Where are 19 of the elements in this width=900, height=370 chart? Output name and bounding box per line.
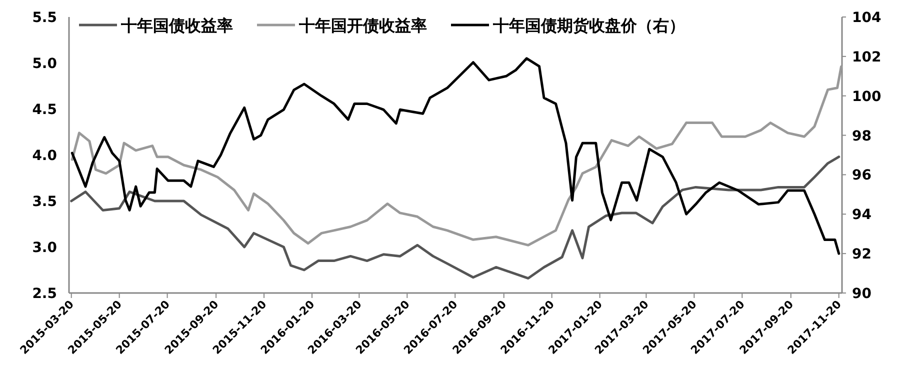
y-tick-label: 3.0 — [32, 240, 58, 256]
y2-tick-label: 96 — [852, 168, 872, 184]
y-tick-label: 4.5 — [32, 102, 57, 118]
legend-label: 十年国债期货收盘价（右） — [492, 16, 685, 35]
y-tick-label: 5.0 — [32, 56, 58, 72]
y2-tick-label: 102 — [852, 49, 882, 66]
y-tick-label: 4.0 — [32, 148, 58, 164]
y-tick-label: 2.5 — [32, 286, 57, 302]
y2-tick-label: 104 — [852, 10, 882, 26]
y2-tick-label: 90 — [852, 286, 872, 302]
y2-tick-label: 100 — [852, 88, 882, 105]
y2-tick-label: 98 — [852, 128, 872, 144]
line-series — [70, 156, 840, 280]
y2-tick-label: 94 — [852, 207, 872, 224]
y-tick-label: 3.5 — [32, 194, 57, 210]
y-tick-label: 5.5 — [32, 10, 57, 26]
legend-label: 十年国开债收益率 — [298, 16, 427, 35]
y2-tick-label: 92 — [852, 246, 872, 263]
legend-label: 十年国债收益率 — [120, 16, 233, 35]
